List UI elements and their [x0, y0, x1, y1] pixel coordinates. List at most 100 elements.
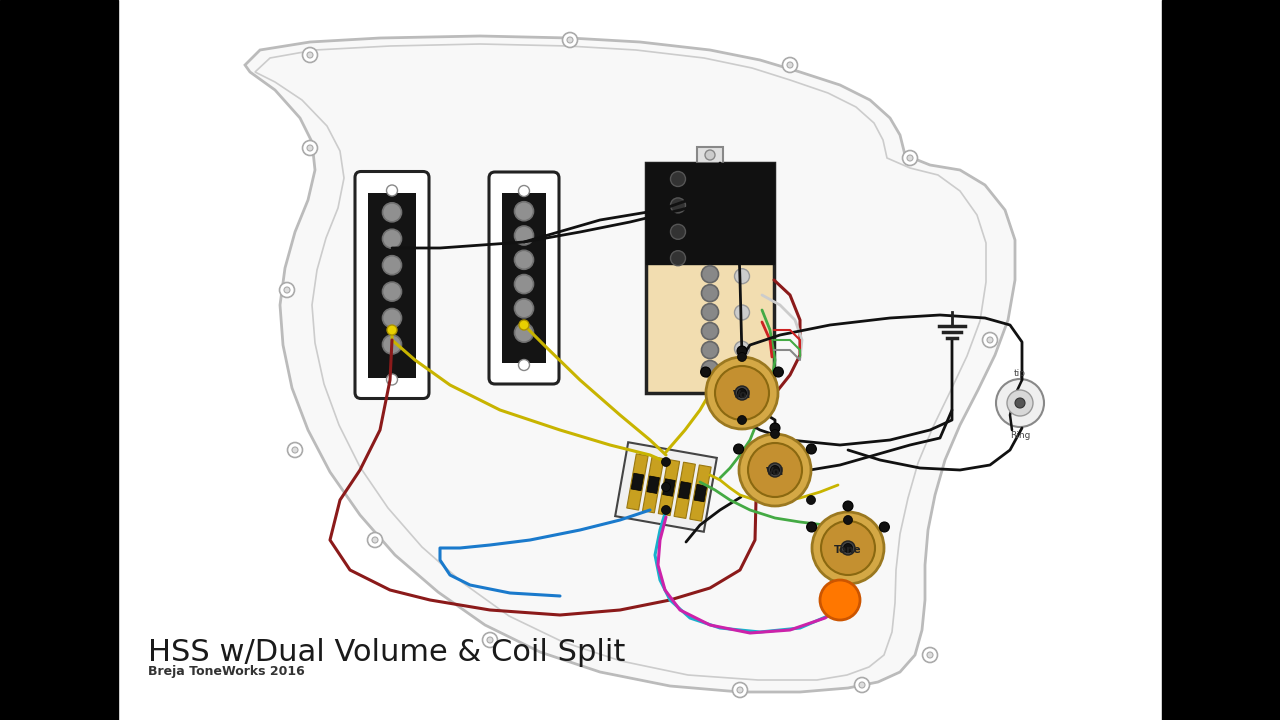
Circle shape: [515, 251, 534, 269]
Circle shape: [983, 333, 997, 348]
Bar: [646, 476, 659, 493]
Circle shape: [773, 367, 783, 377]
Circle shape: [662, 505, 671, 515]
Circle shape: [383, 282, 402, 301]
Circle shape: [662, 457, 671, 467]
Circle shape: [927, 652, 933, 658]
Circle shape: [806, 444, 817, 454]
Bar: [616, 442, 717, 532]
Circle shape: [748, 443, 803, 497]
Circle shape: [515, 323, 534, 342]
Circle shape: [879, 522, 890, 532]
Bar: [658, 459, 680, 516]
Circle shape: [518, 359, 530, 371]
Circle shape: [515, 274, 534, 294]
Circle shape: [855, 678, 869, 693]
Circle shape: [844, 544, 852, 552]
Circle shape: [923, 647, 937, 662]
Text: Tone: Tone: [835, 545, 861, 555]
Circle shape: [279, 282, 294, 297]
Circle shape: [367, 533, 383, 547]
Circle shape: [737, 353, 746, 361]
Circle shape: [515, 299, 534, 318]
Circle shape: [701, 341, 718, 359]
Circle shape: [701, 304, 718, 320]
Circle shape: [701, 284, 718, 302]
Bar: [1162, 0, 1280, 720]
Circle shape: [671, 225, 686, 239]
Circle shape: [701, 361, 718, 377]
Circle shape: [284, 287, 291, 293]
Text: HSS w/Dual Volume & Coil Split: HSS w/Dual Volume & Coil Split: [148, 638, 626, 667]
Circle shape: [844, 501, 852, 511]
Circle shape: [671, 171, 686, 186]
Text: Ring: Ring: [1010, 431, 1030, 439]
Circle shape: [387, 325, 397, 335]
Circle shape: [671, 198, 686, 213]
Circle shape: [733, 444, 744, 454]
Bar: [675, 462, 695, 518]
Circle shape: [288, 443, 302, 457]
Bar: [690, 465, 712, 521]
Circle shape: [292, 447, 298, 453]
Circle shape: [735, 269, 750, 284]
Circle shape: [707, 357, 778, 429]
Circle shape: [735, 305, 750, 320]
Circle shape: [562, 32, 577, 48]
Circle shape: [841, 541, 855, 555]
Circle shape: [307, 52, 314, 58]
Circle shape: [383, 203, 402, 222]
Circle shape: [996, 379, 1044, 427]
Circle shape: [383, 309, 402, 328]
Circle shape: [671, 251, 686, 266]
Circle shape: [806, 495, 815, 505]
Circle shape: [908, 155, 913, 161]
Circle shape: [383, 335, 402, 354]
Bar: [698, 147, 723, 163]
Bar: [694, 485, 707, 502]
Circle shape: [732, 683, 748, 698]
Circle shape: [567, 37, 573, 43]
Circle shape: [518, 186, 530, 197]
Circle shape: [662, 482, 671, 492]
Circle shape: [739, 434, 812, 506]
Circle shape: [787, 62, 794, 68]
Bar: [631, 473, 644, 491]
Circle shape: [735, 386, 749, 400]
Circle shape: [820, 580, 860, 620]
Bar: [369, 192, 416, 377]
Circle shape: [737, 687, 742, 693]
Bar: [646, 163, 774, 264]
Circle shape: [844, 516, 852, 524]
Circle shape: [518, 320, 529, 330]
Circle shape: [302, 140, 317, 156]
Text: Vol: Vol: [733, 390, 751, 400]
Circle shape: [700, 367, 710, 377]
Circle shape: [372, 537, 378, 543]
Circle shape: [1007, 390, 1033, 416]
Circle shape: [771, 423, 780, 433]
Circle shape: [486, 637, 493, 643]
Text: tip: tip: [1014, 369, 1027, 377]
Circle shape: [902, 150, 918, 166]
Text: Breja ToneWorks 2016: Breja ToneWorks 2016: [148, 665, 305, 678]
Bar: [502, 193, 547, 363]
Bar: [663, 479, 676, 496]
Circle shape: [987, 337, 993, 343]
Circle shape: [302, 48, 317, 63]
Circle shape: [515, 202, 534, 221]
Bar: [678, 482, 691, 499]
Bar: [646, 163, 774, 393]
Circle shape: [383, 229, 402, 248]
Circle shape: [782, 58, 797, 73]
Circle shape: [735, 341, 750, 356]
Circle shape: [771, 430, 780, 438]
FancyBboxPatch shape: [355, 171, 429, 398]
Circle shape: [701, 266, 718, 283]
Circle shape: [812, 512, 884, 584]
Circle shape: [737, 346, 748, 356]
Bar: [627, 454, 648, 510]
Circle shape: [383, 256, 402, 274]
Circle shape: [483, 632, 498, 647]
Circle shape: [768, 463, 782, 477]
